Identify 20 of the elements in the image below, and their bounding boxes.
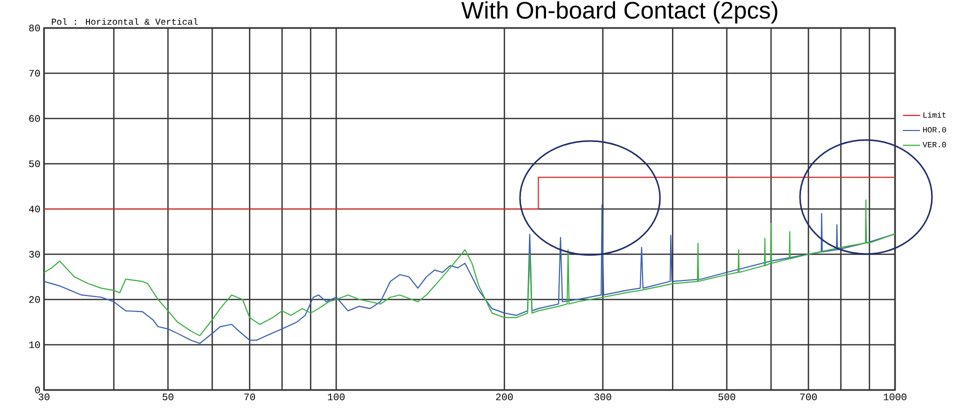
y-tick-label: 30 — [29, 250, 40, 258]
y-tick-label: 0 — [35, 386, 40, 394]
y-tick-label: 40 — [29, 206, 40, 212]
x-tick-label: 300 — [594, 394, 612, 400]
y-tick-label: 50 — [29, 160, 40, 168]
y-tick-label: 10 — [29, 341, 40, 348]
x-tick-label: 700 — [800, 394, 817, 400]
chart-title: With On-board Contact (2pcs) — [461, 1, 778, 24]
x-tick-label: 50 — [162, 394, 174, 400]
x-tick-label: 1000 — [884, 394, 906, 400]
x-tick-label: 70 — [244, 394, 255, 400]
chart-subtitle: Pol : Horizontal & Vertical — [52, 18, 198, 25]
x-tick-label: 100 — [328, 394, 345, 400]
y-tick-label: 20 — [29, 296, 40, 303]
x-tick-label: 200 — [496, 394, 513, 400]
y-tick-label: 80 — [29, 24, 40, 32]
y-tick-label: 70 — [29, 70, 40, 77]
x-tick-label: 500 — [718, 394, 736, 400]
y-tick-label: 60 — [29, 115, 40, 122]
x-tick-label: 30 — [38, 394, 50, 400]
